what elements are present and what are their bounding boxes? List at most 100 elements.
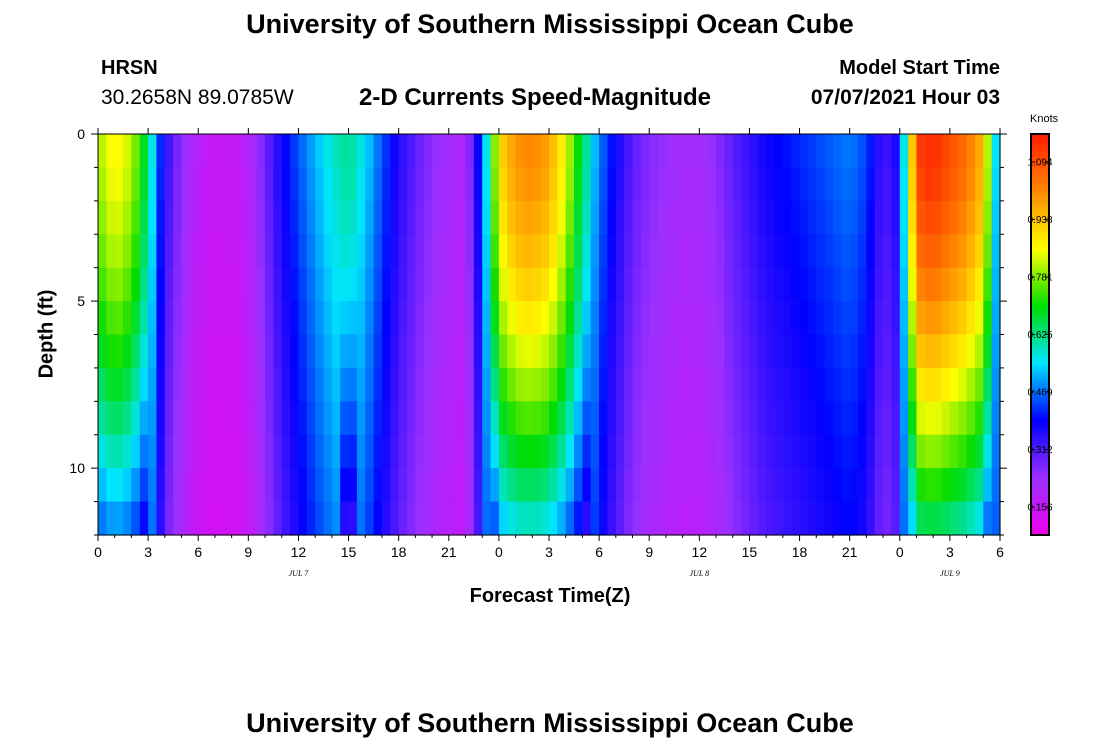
heatmap-cell [791, 167, 801, 202]
heatmap-cell [958, 401, 968, 436]
heatmap-cell [690, 267, 700, 302]
heatmap-cell [849, 401, 859, 436]
heatmap-cell [557, 501, 567, 536]
heatmap-cell [256, 501, 266, 536]
heatmap-cell [331, 468, 341, 503]
heatmap-cell [565, 200, 575, 235]
heatmap-cell [498, 200, 508, 235]
heatmap-cell [574, 434, 584, 469]
heatmap-cell [473, 301, 483, 336]
heatmap-cell [423, 367, 433, 402]
heatmap-cell [407, 234, 416, 269]
heatmap-cell [682, 367, 692, 402]
heatmap-cell [348, 334, 358, 369]
heatmap-cell [624, 200, 634, 235]
heatmap-cell [265, 501, 274, 536]
heatmap-cell [632, 434, 642, 469]
heatmap-cell [741, 334, 751, 369]
heatmap-cell [757, 367, 767, 402]
heatmap-cell [665, 267, 675, 302]
heatmap-cell [273, 200, 283, 235]
heatmap-cell [974, 401, 984, 436]
heatmap-cell [916, 301, 926, 336]
heatmap-cell [974, 434, 984, 469]
heatmap-cell [649, 501, 659, 536]
heatmap-cell [599, 334, 609, 369]
heatmap-cell [156, 267, 166, 302]
heatmap-cell [365, 434, 375, 469]
heatmap-cell [924, 134, 934, 169]
heatmap-cell [782, 434, 792, 469]
heatmap-cell [682, 301, 692, 336]
heatmap-cell [331, 501, 341, 536]
heatmap-cell [933, 334, 943, 369]
heatmap-cell [841, 301, 851, 336]
heatmap-cell [640, 134, 650, 169]
heatmap-cell [490, 434, 500, 469]
heatmap-cell [440, 134, 450, 169]
heatmap-cell [941, 367, 951, 402]
heatmap-cell [724, 167, 734, 202]
heatmap-cell [690, 401, 700, 436]
heatmap-cell [682, 334, 692, 369]
heatmap-cell [741, 134, 751, 169]
heatmap-cell [649, 334, 659, 369]
heatmap-cell [958, 267, 968, 302]
heatmap-cell [356, 401, 366, 436]
heatmap-cell [574, 234, 584, 269]
heatmap-cell [774, 367, 784, 402]
heatmap-cell [239, 200, 249, 235]
heatmap-cell [432, 367, 442, 402]
heatmap-cell [181, 367, 191, 402]
heatmap-cell [523, 134, 533, 169]
heatmap-cell [615, 468, 625, 503]
heatmap-cell [356, 367, 366, 402]
heatmap-cell [991, 267, 1001, 302]
heatmap-cell [273, 301, 283, 336]
heatmap-cell [540, 267, 550, 302]
heatmap-cell [574, 401, 584, 436]
heatmap-cell [916, 234, 926, 269]
heatmap-cell [248, 434, 258, 469]
heatmap-cell [582, 334, 592, 369]
heatmap-cell [223, 401, 233, 436]
model-start-label: Model Start Time [839, 57, 1000, 79]
heatmap-cell [858, 434, 867, 469]
heatmap-cell [816, 267, 826, 302]
heatmap-cell [590, 134, 600, 169]
heatmap-cell [265, 334, 274, 369]
heatmap-cell [523, 167, 533, 202]
heatmap-cell [156, 301, 166, 336]
heatmap-cell [766, 301, 776, 336]
heatmap-cell [891, 301, 901, 336]
heatmap-cell [724, 468, 734, 503]
heatmap-cell [632, 367, 642, 402]
heatmap-cell [832, 134, 842, 169]
heatmap-cell [139, 434, 149, 469]
heatmap-cell [757, 234, 767, 269]
heatmap-cell [248, 468, 258, 503]
heatmap-cell [114, 334, 124, 369]
heatmap-cell [690, 334, 700, 369]
heatmap-cell [231, 401, 241, 436]
heatmap-cell [958, 334, 968, 369]
heatmap-cell [766, 167, 776, 202]
heatmap-cell [381, 200, 391, 235]
heatmap-cell [131, 200, 141, 235]
heatmap-cell [398, 200, 408, 235]
heatmap-cell [156, 200, 166, 235]
heatmap-cell [398, 468, 408, 503]
heatmap-cell [824, 401, 834, 436]
heatmap-cell [707, 401, 717, 436]
heatmap-cell [590, 434, 600, 469]
heatmap-cell [824, 267, 834, 302]
heatmap-cell [774, 501, 784, 536]
heatmap-cell [331, 234, 341, 269]
heatmap-cell [724, 367, 734, 402]
heatmap-cell [607, 167, 617, 202]
heatmap-cell [348, 434, 358, 469]
heatmap-cell [791, 468, 801, 503]
heatmap-cell [114, 267, 124, 302]
heatmap-cell [665, 167, 675, 202]
heatmap-cell [156, 367, 166, 402]
